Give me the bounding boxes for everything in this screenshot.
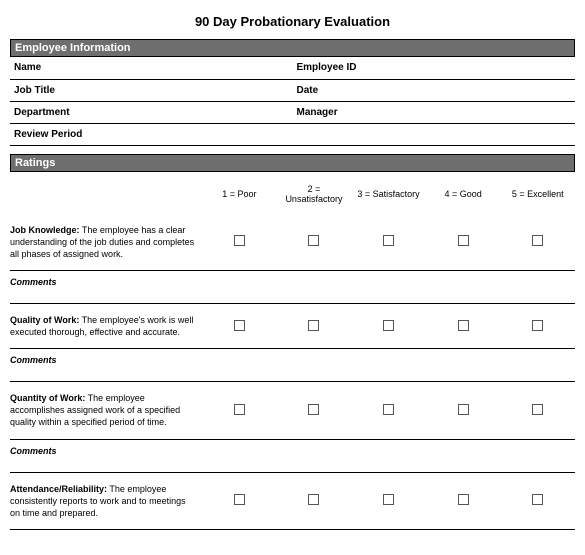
department-label: Department — [10, 101, 112, 123]
checkbox-job-knowledge-2[interactable] — [308, 235, 319, 246]
job-title-value[interactable] — [112, 79, 293, 101]
ratings-header: Ratings — [10, 154, 575, 172]
scale-5: 5 = Excellent — [500, 172, 575, 214]
checkbox-quantity-3[interactable] — [383, 404, 394, 415]
name-label: Name — [10, 57, 112, 79]
checkbox-quality-5[interactable] — [532, 320, 543, 331]
comments-row-quality: Comments — [10, 349, 575, 382]
checkbox-quantity-1[interactable] — [234, 404, 245, 415]
comments-row-job-knowledge: Comments — [10, 270, 575, 303]
checkbox-quality-3[interactable] — [383, 320, 394, 331]
ratings-scale-row: 1 = Poor 2 = Unsatisfactory 3 = Satisfac… — [10, 172, 575, 214]
evaluation-form: 90 Day Probationary Evaluation Employee … — [0, 0, 585, 538]
checkbox-quality-2[interactable] — [308, 320, 319, 331]
employee-info-table: Name Employee ID Job Title Date Departme… — [10, 57, 575, 146]
criteria-attendance: Attendance/Reliability: The employee con… — [10, 472, 202, 529]
checkbox-job-knowledge-4[interactable] — [458, 235, 469, 246]
department-value[interactable] — [112, 101, 293, 123]
checkbox-attendance-4[interactable] — [458, 494, 469, 505]
checkbox-attendance-3[interactable] — [383, 494, 394, 505]
criteria-label: Attendance/Reliability: — [10, 484, 107, 494]
job-title-label: Job Title — [10, 79, 112, 101]
page-title: 90 Day Probationary Evaluation — [10, 14, 575, 29]
checkbox-quantity-5[interactable] — [532, 404, 543, 415]
criteria-quality: Quality of Work: The employee's work is … — [10, 303, 202, 348]
ratings-table: 1 = Poor 2 = Unsatisfactory 3 = Satisfac… — [10, 172, 575, 531]
scale-4: 4 = Good — [426, 172, 501, 214]
criteria-row-job-knowledge: Job Knowledge: The employee has a clear … — [10, 214, 575, 271]
review-period-value[interactable] — [112, 123, 575, 145]
employee-id-label: Employee ID — [292, 57, 394, 79]
scale-1: 1 = Poor — [202, 172, 277, 214]
name-value[interactable] — [112, 57, 293, 79]
checkbox-attendance-1[interactable] — [234, 494, 245, 505]
criteria-row-quality: Quality of Work: The employee's work is … — [10, 303, 575, 348]
date-label: Date — [292, 79, 394, 101]
criteria-job-knowledge: Job Knowledge: The employee has a clear … — [10, 214, 202, 271]
review-period-label: Review Period — [10, 123, 112, 145]
checkbox-job-knowledge-1[interactable] — [234, 235, 245, 246]
checkbox-quality-1[interactable] — [234, 320, 245, 331]
criteria-row-quantity: Quantity of Work: The employee accomplis… — [10, 382, 575, 439]
checkbox-quantity-4[interactable] — [458, 404, 469, 415]
employee-info-header: Employee Information — [10, 39, 575, 57]
criteria-label: Job Knowledge: — [10, 225, 80, 235]
criteria-quantity: Quantity of Work: The employee accomplis… — [10, 382, 202, 439]
checkbox-quantity-2[interactable] — [308, 404, 319, 415]
comments-label[interactable]: Comments — [10, 270, 575, 303]
criteria-row-attendance: Attendance/Reliability: The employee con… — [10, 472, 575, 529]
checkbox-quality-4[interactable] — [458, 320, 469, 331]
manager-label: Manager — [292, 101, 394, 123]
criteria-label: Quantity of Work: — [10, 393, 85, 403]
checkbox-job-knowledge-5[interactable] — [532, 235, 543, 246]
scale-2: 2 = Unsatisfactory — [277, 172, 352, 214]
scale-3: 3 = Satisfactory — [351, 172, 426, 214]
comments-label[interactable]: Comments — [10, 439, 575, 472]
employee-id-value[interactable] — [394, 57, 575, 79]
checkbox-attendance-5[interactable] — [532, 494, 543, 505]
date-value[interactable] — [394, 79, 575, 101]
comments-label[interactable]: Comments — [10, 349, 575, 382]
criteria-label: Quality of Work: — [10, 315, 79, 325]
checkbox-attendance-2[interactable] — [308, 494, 319, 505]
manager-value[interactable] — [394, 101, 575, 123]
comments-row-quantity: Comments — [10, 439, 575, 472]
checkbox-job-knowledge-3[interactable] — [383, 235, 394, 246]
